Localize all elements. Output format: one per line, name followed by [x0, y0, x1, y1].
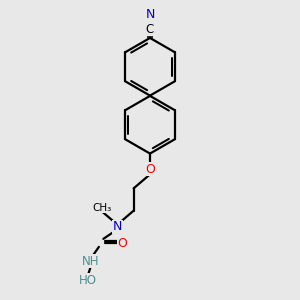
Text: N: N	[112, 220, 122, 233]
Text: CH₃: CH₃	[92, 203, 112, 213]
Text: O: O	[117, 237, 127, 250]
Text: NH: NH	[82, 255, 99, 268]
Text: HO: HO	[79, 274, 97, 287]
Text: O: O	[145, 163, 155, 176]
Text: N: N	[145, 8, 155, 21]
Text: C: C	[146, 22, 154, 35]
